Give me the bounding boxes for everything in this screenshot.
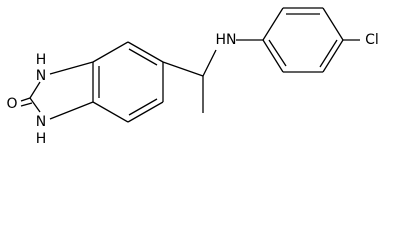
bond — [29, 97, 41, 113]
atom-label: H — [36, 52, 47, 68]
molecule-diagram: HN Cl H N O N H — [6, 7, 379, 147]
bonds — [20, 7, 360, 123]
atom-label: HN — [216, 32, 237, 48]
bond — [322, 39, 344, 73]
atom-label: N — [36, 68, 46, 84]
double-bond — [128, 98, 158, 116]
bond — [262, 39, 284, 73]
bond — [92, 101, 129, 123]
bond — [49, 101, 94, 120]
double-bond — [20, 102, 33, 107]
bond — [162, 61, 204, 77]
double-bond — [268, 39, 287, 67]
bond — [92, 41, 129, 63]
atom-label: H — [36, 131, 47, 147]
atom-label: N — [36, 114, 46, 130]
bond — [49, 61, 94, 75]
double-bond — [20, 97, 31, 102]
bond — [127, 41, 164, 63]
double-bond — [128, 48, 158, 66]
double-bond — [319, 39, 338, 68]
bond — [202, 49, 217, 77]
atom-label: Cl — [365, 32, 379, 48]
bond — [127, 101, 164, 123]
bond — [29, 81, 41, 99]
bond — [262, 7, 284, 41]
bond — [322, 7, 344, 41]
atom-label: O — [6, 96, 17, 112]
